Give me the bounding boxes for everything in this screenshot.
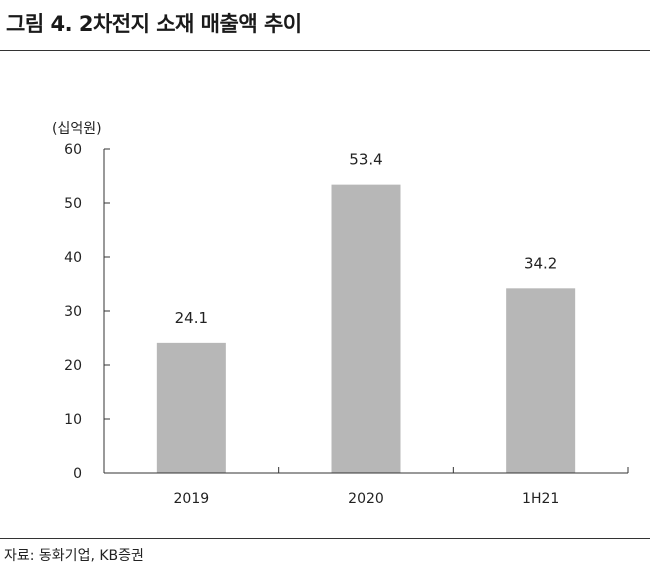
bar-series: 24.1 53.4 34.2 <box>156 151 576 473</box>
y-tick-label: 20 <box>64 358 82 374</box>
bar-1h21 <box>506 288 576 473</box>
y-tick-label: 30 <box>64 304 82 320</box>
y-axis-unit-label: (십억원) <box>52 121 102 137</box>
x-tick-label: 2019 <box>174 491 210 507</box>
x-axis: 2019 2020 1H21 <box>103 467 629 507</box>
y-tick-label: 10 <box>64 412 82 428</box>
data-label: 53.4 <box>349 151 382 169</box>
y-axis: 0 10 20 30 40 50 60 <box>64 142 110 482</box>
data-label: 34.2 <box>524 254 557 272</box>
bar-2020 <box>331 184 401 473</box>
y-tick-label: 40 <box>64 250 82 266</box>
y-tick-label: 60 <box>64 142 82 158</box>
y-tick-label: 0 <box>73 466 82 482</box>
bar-2019 <box>156 342 226 473</box>
figure-title: 그림 4. 2차전지 소재 매출액 추이 <box>6 12 302 36</box>
bar-chart: 0 10 20 30 40 50 60 24.1 53.4 34.2 2019 2020 1H21 <box>64 142 629 507</box>
x-tick-label: 2020 <box>348 491 384 507</box>
footer-divider <box>0 538 650 539</box>
data-label: 24.1 <box>175 309 208 327</box>
source-note: 자료: 동화기업, KB증권 <box>4 548 144 564</box>
title-divider <box>0 50 650 51</box>
x-tick-label: 1H21 <box>522 491 559 507</box>
y-tick-label: 50 <box>64 196 82 212</box>
